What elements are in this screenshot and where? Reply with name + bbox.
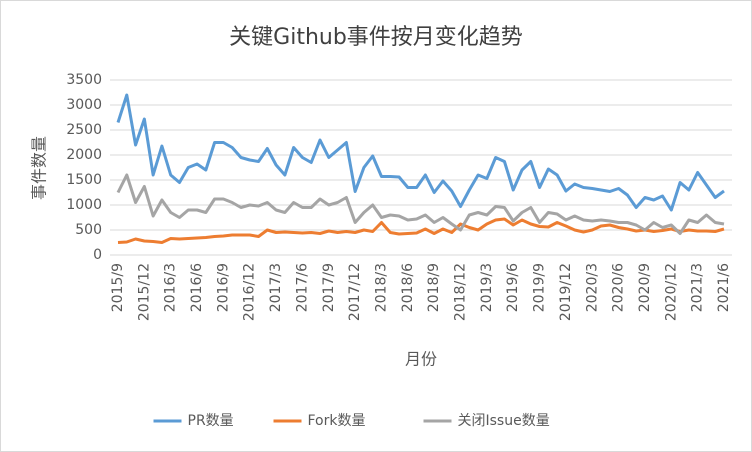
- x-tick-label: 2019/3: [479, 263, 495, 312]
- y-axis-title: 事件数量: [30, 136, 49, 200]
- series-line: [117, 217, 725, 244]
- x-tick-label: 2021/3: [690, 263, 706, 312]
- x-axis-title: 月份: [405, 350, 437, 369]
- x-tick-label: 2017/12: [347, 263, 363, 321]
- x-tick-label: 2016/12: [242, 263, 258, 321]
- y-tick-label: 1000: [66, 197, 102, 213]
- x-tick-label: 2018/6: [400, 263, 416, 312]
- legend-label: 关闭Issue数量: [458, 413, 550, 429]
- x-tick-label: 2017/3: [268, 263, 284, 312]
- chart-title: 关键Github事件按月变化趋势: [229, 25, 523, 50]
- y-tick-label: 500: [75, 222, 102, 238]
- x-tick-label: 2016/9: [215, 263, 231, 312]
- y-tick-label: 3000: [66, 97, 102, 113]
- x-tick-label: 2018/9: [426, 263, 442, 312]
- x-tick-label: 2020/9: [637, 263, 653, 312]
- x-tick-label: 2020/3: [584, 263, 600, 312]
- y-tick-label: 2500: [66, 122, 102, 138]
- x-tick-label: 2017/9: [321, 263, 337, 312]
- x-tick-label: 2019/12: [558, 263, 574, 321]
- y-tick-label: 1500: [66, 172, 102, 188]
- x-tick-label: 2021/6: [716, 263, 732, 312]
- y-tick-label: 3500: [66, 72, 102, 88]
- x-tick-label: 2020/6: [611, 263, 627, 312]
- y-tick-label: 2000: [66, 147, 102, 163]
- series-line: [116, 93, 725, 212]
- y-tick-label: 0: [93, 247, 102, 263]
- x-tick-label: 2018/12: [453, 263, 469, 321]
- legend-label: PR数量: [188, 413, 234, 429]
- x-tick-label: 2019/6: [505, 263, 521, 312]
- x-tick-label: 2015/12: [136, 263, 152, 321]
- x-tick-label: 2019/9: [532, 263, 548, 312]
- x-tick-label: 2017/6: [294, 263, 310, 312]
- legend-label: Fork数量: [308, 413, 366, 429]
- series-line: [116, 173, 725, 235]
- x-tick-label: 2015/9: [110, 263, 126, 312]
- x-tick-label: 2018/3: [373, 263, 389, 312]
- x-tick-label: 2016/6: [189, 263, 205, 312]
- x-tick-label: 2016/3: [163, 263, 179, 312]
- x-tick-label: 2020/12: [663, 263, 679, 321]
